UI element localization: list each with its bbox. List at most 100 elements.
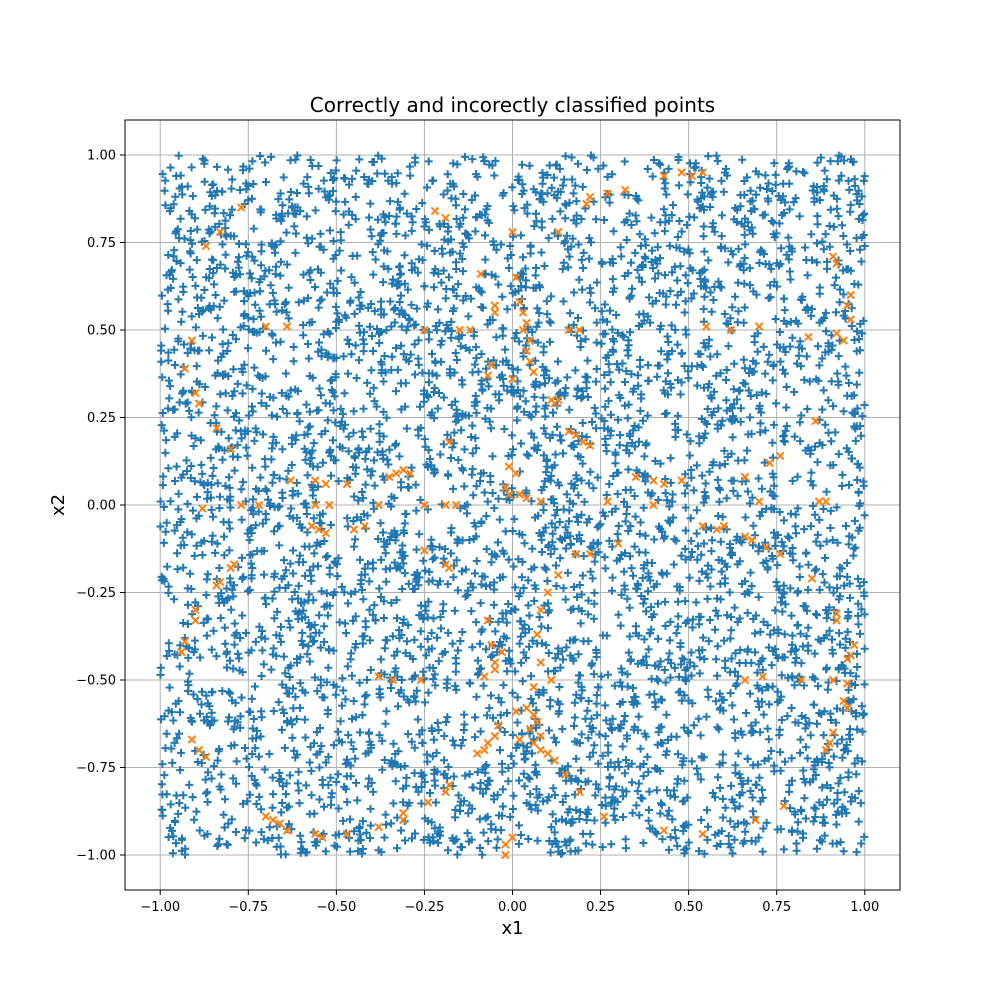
correct-point-marker bbox=[373, 169, 382, 178]
correct-point-marker bbox=[740, 279, 749, 288]
correct-point-marker bbox=[632, 622, 641, 631]
correct-point-marker bbox=[209, 463, 218, 472]
correct-point-marker bbox=[859, 316, 868, 325]
correct-point-marker bbox=[338, 410, 347, 419]
correct-point-marker bbox=[825, 583, 834, 592]
correct-point-marker bbox=[412, 304, 421, 313]
correct-point-marker bbox=[359, 347, 368, 356]
correct-point-marker bbox=[247, 274, 256, 283]
correct-point-marker bbox=[176, 708, 185, 717]
correct-point-marker bbox=[834, 380, 843, 389]
correct-point-marker bbox=[236, 634, 245, 643]
correct-point-marker bbox=[296, 831, 305, 840]
correct-point-marker bbox=[859, 477, 868, 486]
correct-point-marker bbox=[312, 837, 321, 846]
correct-point-marker bbox=[433, 719, 442, 728]
correct-point-marker bbox=[215, 834, 224, 843]
correct-point-marker bbox=[583, 356, 592, 365]
correct-point-marker bbox=[451, 667, 460, 676]
correct-point-marker bbox=[207, 774, 216, 783]
correct-point-marker bbox=[191, 323, 200, 332]
correct-point-marker bbox=[800, 375, 809, 384]
correct-point-marker bbox=[344, 369, 353, 378]
x-tick-label: −1.00 bbox=[140, 900, 180, 915]
correct-point-marker bbox=[291, 155, 300, 164]
correct-point-marker bbox=[783, 165, 792, 174]
chart-title: Correctly and incorectly classified poin… bbox=[310, 93, 715, 117]
correct-point-marker bbox=[558, 797, 567, 806]
correct-point-marker bbox=[681, 503, 690, 512]
correct-point-marker bbox=[303, 294, 312, 303]
correct-point-marker bbox=[686, 178, 695, 187]
correct-point-marker bbox=[365, 605, 374, 614]
correct-point-marker bbox=[627, 221, 636, 230]
correct-point-marker bbox=[467, 195, 476, 204]
correct-point-marker bbox=[802, 352, 811, 361]
y-tick-label: 1.00 bbox=[87, 149, 116, 164]
correct-point-marker bbox=[649, 155, 658, 164]
correct-point-marker bbox=[541, 523, 550, 532]
correct-point-marker bbox=[854, 599, 863, 608]
correct-point-marker bbox=[245, 707, 254, 716]
correct-point-marker bbox=[286, 559, 295, 568]
correct-point-marker bbox=[219, 517, 228, 526]
correct-point-marker bbox=[819, 245, 828, 254]
correct-point-marker bbox=[186, 569, 195, 578]
correct-point-marker bbox=[318, 693, 327, 702]
correct-point-marker bbox=[505, 646, 514, 655]
correct-point-marker bbox=[387, 598, 396, 607]
correct-point-marker bbox=[620, 497, 629, 506]
correct-point-marker bbox=[557, 815, 566, 824]
correct-point-marker bbox=[363, 465, 372, 474]
correct-point-marker bbox=[460, 205, 469, 214]
correct-point-marker bbox=[393, 169, 402, 178]
correct-point-marker bbox=[207, 645, 216, 654]
correct-point-marker bbox=[639, 760, 648, 769]
correct-point-marker bbox=[821, 230, 830, 239]
correct-point-marker bbox=[472, 482, 481, 491]
correct-point-marker bbox=[230, 640, 239, 649]
correct-point-marker bbox=[320, 622, 329, 631]
correct-point-marker bbox=[673, 622, 682, 631]
correct-point-marker bbox=[262, 401, 271, 410]
correct-point-marker bbox=[304, 354, 313, 363]
correct-point-marker bbox=[464, 234, 473, 243]
correct-point-marker bbox=[478, 850, 487, 859]
correct-point-marker bbox=[803, 405, 812, 414]
correct-point-marker bbox=[839, 407, 848, 416]
correct-point-marker bbox=[488, 651, 497, 660]
correct-point-marker bbox=[272, 262, 281, 271]
correct-point-marker bbox=[332, 777, 341, 786]
correct-point-marker bbox=[171, 192, 180, 201]
correct-point-marker bbox=[381, 719, 390, 728]
correct-point-marker bbox=[477, 349, 486, 358]
correct-point-marker bbox=[379, 278, 388, 287]
correct-point-marker bbox=[805, 719, 814, 728]
correct-point-marker bbox=[740, 303, 749, 312]
correct-point-marker bbox=[595, 521, 604, 530]
correct-point-marker bbox=[262, 600, 271, 609]
correct-point-marker bbox=[767, 264, 776, 273]
correct-point-marker bbox=[687, 294, 696, 303]
correct-point-marker bbox=[586, 829, 595, 838]
correct-point-marker bbox=[174, 295, 183, 304]
correct-point-marker bbox=[298, 628, 307, 637]
correct-point-marker bbox=[858, 329, 867, 338]
correct-point-marker bbox=[643, 752, 652, 761]
correct-point-marker bbox=[367, 232, 376, 241]
correct-point-marker bbox=[745, 588, 754, 597]
correct-point-marker bbox=[590, 816, 599, 825]
correct-point-marker bbox=[595, 730, 604, 739]
correct-point-marker bbox=[476, 477, 485, 486]
correct-point-marker bbox=[791, 522, 800, 531]
correct-point-marker bbox=[840, 581, 849, 590]
correct-point-marker bbox=[687, 548, 696, 557]
correct-point-marker bbox=[695, 653, 704, 662]
correct-point-marker bbox=[860, 209, 869, 218]
correct-point-marker bbox=[781, 600, 790, 609]
correct-point-marker bbox=[822, 327, 831, 336]
correct-point-marker bbox=[517, 231, 526, 240]
correct-point-marker bbox=[326, 279, 335, 288]
